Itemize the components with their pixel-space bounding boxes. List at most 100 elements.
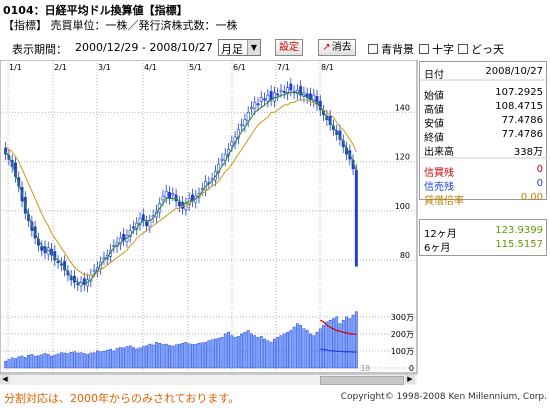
- candle-body: [77, 284, 79, 285]
- volume-bar: [155, 342, 157, 368]
- candle-body: [132, 227, 134, 228]
- volume-bar: [355, 312, 357, 368]
- month-tick-label: 5/1: [189, 63, 202, 72]
- row-low: 安値 77.4786: [419, 114, 547, 128]
- volume-bar: [260, 336, 262, 368]
- candlestick-chart[interactable]: 1/1 2/1 3/1 4/1 5/1 6/1 7/1 8/1 140 120 100 80 300万 2…: [0, 60, 418, 374]
- candle-body: [178, 202, 180, 206]
- volume-bar: [175, 345, 177, 368]
- volume-bar: [93, 353, 95, 368]
- volume-bar: [168, 345, 170, 368]
- candle-body: [185, 203, 187, 209]
- crosshair-label: 十字: [432, 43, 454, 56]
- volume-bar: [283, 334, 285, 368]
- volume-bar: [263, 339, 265, 368]
- chevron-down-icon[interactable]: ▼: [247, 40, 260, 55]
- volume-bar: [349, 319, 351, 368]
- erase-button[interactable]: ↗消去: [318, 39, 356, 56]
- volume-bar: [21, 356, 23, 368]
- scroll-left-icon[interactable]: ◀: [0, 375, 10, 384]
- copyright: Copyright© 1998-2008 Ken Millennium, Cor…: [341, 392, 547, 402]
- candle-body: [355, 170, 357, 193]
- candle-body: [172, 194, 174, 195]
- month-tick-label: 3/1: [98, 63, 111, 72]
- page-subtitle: 【指標】 売買単位：一株／発行済株式数：一株: [3, 17, 238, 33]
- candle-body: [267, 95, 269, 101]
- row-12m: 12ヶ月 123.9399: [419, 224, 547, 238]
- interval-select[interactable]: 月足 ▼: [218, 39, 261, 56]
- volume-bar: [267, 341, 269, 368]
- volume-bar: [54, 355, 56, 368]
- volume-bar: [221, 337, 223, 368]
- volume-bar: [244, 332, 246, 368]
- candle-body: [277, 94, 279, 95]
- volume-bar: [31, 354, 33, 368]
- volume-bar: [14, 359, 16, 368]
- volume-bar: [64, 353, 66, 368]
- volume-bar: [211, 340, 213, 368]
- volume-tick-label: 100万: [391, 347, 414, 356]
- candle-body: [240, 125, 242, 126]
- month-tick-label: 1/1: [9, 63, 22, 72]
- erase-button-label: 消去: [332, 42, 352, 53]
- checkbox-box[interactable]: [419, 44, 429, 54]
- price-tick-label: 100: [395, 202, 410, 211]
- volume-bar: [103, 351, 105, 368]
- volume-bar: [237, 336, 239, 368]
- volume-bar: [218, 338, 220, 368]
- volume-tick-label: 200万: [391, 330, 414, 339]
- volume-bar: [345, 317, 347, 368]
- volume-bar: [27, 355, 29, 368]
- volume-bar: [57, 354, 59, 368]
- dojo-checkbox[interactable]: どっ天: [458, 41, 504, 57]
- volume-bar: [342, 320, 344, 368]
- volume-bar: [113, 351, 115, 368]
- period-label: 表示期間：: [12, 41, 67, 57]
- crosshair-checkbox[interactable]: 十字: [419, 41, 454, 57]
- volume-bar: [191, 344, 193, 368]
- scrollbar-thumb[interactable]: [320, 376, 404, 385]
- candle-body: [250, 107, 252, 108]
- volume-bar: [34, 356, 36, 368]
- scroll-right-icon[interactable]: ▶: [405, 375, 415, 384]
- volume-bar: [96, 351, 98, 368]
- checkbox-box[interactable]: [458, 44, 468, 54]
- candle-body: [247, 112, 249, 121]
- volume-bar: [293, 327, 295, 368]
- volume-bar: [37, 356, 39, 368]
- month-tick-label: 8/1: [321, 63, 334, 72]
- volume-bar: [257, 337, 259, 368]
- volume-bar: [116, 348, 118, 368]
- checkbox-box[interactable]: [368, 44, 378, 54]
- volume-bar: [44, 354, 46, 369]
- candle-body: [142, 215, 144, 221]
- volume-bar: [303, 329, 305, 368]
- volume-bar: [188, 344, 190, 368]
- volume-bar: [136, 349, 138, 368]
- volume-bar: [201, 343, 203, 368]
- volume-bar: [332, 319, 334, 368]
- set-button[interactable]: 設定: [275, 39, 303, 56]
- volume-bar: [250, 334, 252, 368]
- volume-bar: [100, 352, 102, 368]
- volume-bar: [11, 358, 13, 368]
- candle-body: [93, 270, 95, 271]
- candle-body: [57, 261, 59, 262]
- volume-bar: [152, 345, 154, 368]
- volume-bar: [129, 346, 131, 368]
- volume-bar: [195, 344, 197, 368]
- blue-background-checkbox[interactable]: 青背景: [368, 41, 414, 57]
- volume-bar: [290, 330, 292, 368]
- candle-body: [175, 195, 177, 201]
- row-volume: 出来高 338万: [419, 142, 547, 156]
- volume-bar: [234, 337, 236, 368]
- volume-bar: [286, 332, 288, 368]
- row-date: 日付 2008/10/27: [419, 65, 547, 79]
- volume-bar: [132, 348, 134, 368]
- candle-body: [168, 192, 170, 198]
- candle-body: [273, 93, 275, 102]
- volume-bar: [86, 354, 88, 368]
- candle-body: [257, 104, 259, 105]
- row-margin-sell: 信売残 0: [419, 177, 547, 191]
- volume-bar: [77, 353, 79, 368]
